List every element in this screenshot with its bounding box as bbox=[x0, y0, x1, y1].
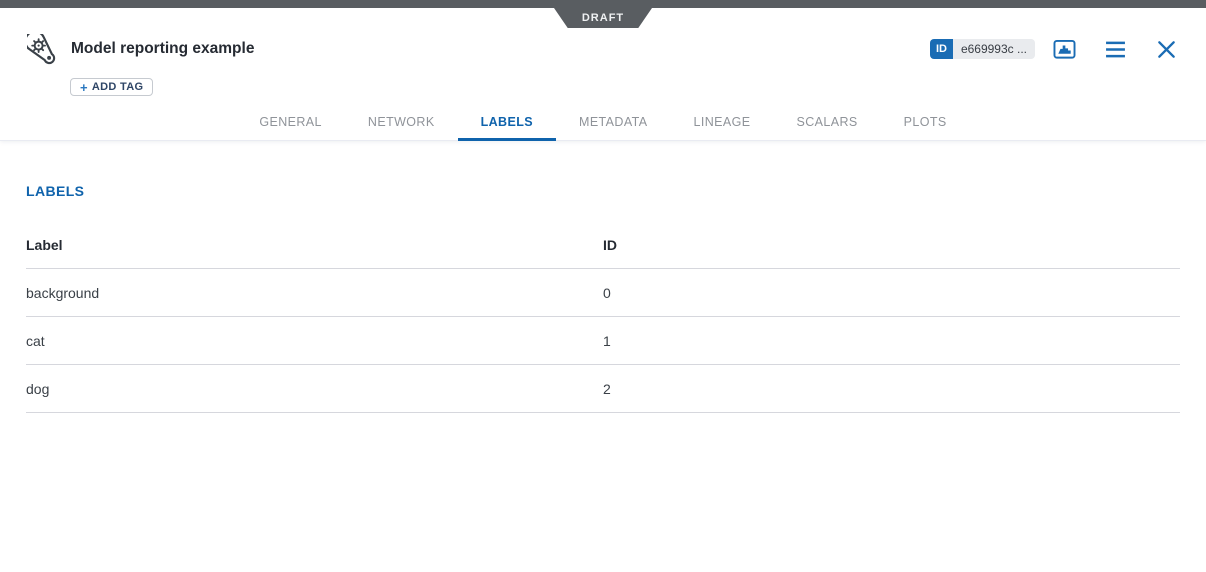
table-row: dog 2 bbox=[26, 365, 1180, 413]
model-icon bbox=[26, 33, 58, 65]
id-badge-value: e669993c ... bbox=[952, 39, 1035, 59]
plus-icon: + bbox=[80, 79, 88, 95]
add-tag-button[interactable]: + ADD TAG bbox=[70, 78, 154, 96]
tab-network[interactable]: NETWORK bbox=[367, 114, 435, 129]
tab-lineage[interactable]: LINEAGE bbox=[693, 114, 751, 129]
close-panel-button[interactable] bbox=[1157, 40, 1176, 59]
close-icon bbox=[1157, 40, 1176, 59]
id-cell: 1 bbox=[603, 332, 611, 349]
draft-status-banner: DRAFT bbox=[554, 8, 652, 28]
draft-status-label: DRAFT bbox=[581, 12, 625, 24]
id-badge-key: ID bbox=[929, 39, 953, 59]
header-row: Model reporting example ID e669993c ... bbox=[0, 8, 1206, 65]
add-tag-label: ADD TAG bbox=[91, 81, 144, 93]
detail-tabs: GENERAL NETWORK LABELS METADATA LINEAGE … bbox=[0, 103, 1206, 141]
label-cell: dog bbox=[26, 380, 50, 397]
header-menu-button[interactable] bbox=[1104, 41, 1127, 58]
column-header-label: Label bbox=[26, 237, 63, 253]
id-cell: 2 bbox=[603, 380, 611, 397]
labels-content: LABELS Label ID background 0 cat 1 dog 2 bbox=[0, 183, 1206, 413]
hamburger-menu-icon bbox=[1104, 41, 1127, 58]
tag-row: + ADD TAG bbox=[0, 78, 1206, 97]
tab-metadata[interactable]: METADATA bbox=[579, 114, 648, 129]
column-header-id: ID bbox=[603, 237, 617, 253]
label-cell: cat bbox=[26, 332, 45, 349]
table-row: background 0 bbox=[26, 269, 1180, 317]
labels-section-title: LABELS bbox=[26, 183, 85, 199]
tab-general[interactable]: GENERAL bbox=[259, 114, 322, 129]
page-title: Model reporting example bbox=[71, 40, 255, 57]
label-cell: background bbox=[26, 284, 100, 301]
tab-labels[interactable]: LABELS bbox=[457, 103, 557, 141]
table-row: cat 1 bbox=[26, 317, 1180, 365]
labels-table: Label ID background 0 cat 1 dog 2 bbox=[26, 222, 1180, 413]
top-status-strip bbox=[0, 0, 1206, 8]
model-id-badge[interactable]: ID e669993c ... bbox=[929, 39, 1035, 59]
id-cell: 0 bbox=[603, 284, 611, 301]
tab-scalars[interactable]: SCALARS bbox=[796, 114, 858, 129]
tab-plots[interactable]: PLOTS bbox=[903, 114, 947, 129]
chart-image-icon bbox=[1053, 39, 1076, 60]
plot-preview-button[interactable] bbox=[1053, 39, 1076, 60]
labels-table-header: Label ID bbox=[26, 222, 1180, 269]
